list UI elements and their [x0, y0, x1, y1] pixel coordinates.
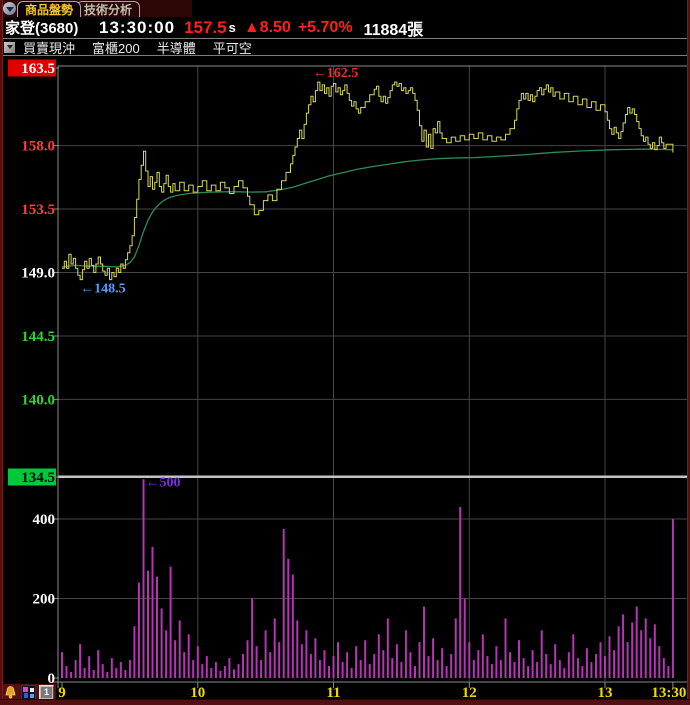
tab-quote[interactable]: 商品盤勢 — [17, 1, 82, 17]
price-tick-label: 144.5 — [21, 329, 55, 345]
chevron-down-icon — [5, 6, 14, 12]
volume-tick-label: 0 — [48, 671, 56, 687]
avg-price-line — [61, 148, 673, 268]
chevron-down-icon — [6, 45, 13, 49]
volume-tick-label: 400 — [33, 512, 56, 528]
page-number-button[interactable]: 1 — [39, 684, 54, 700]
volume-tick-label: 200 — [33, 592, 56, 608]
last-price: 157.5 — [184, 17, 227, 37]
window-border-left — [0, 0, 3, 704]
price-line — [62, 81, 674, 281]
price-tick-label: 163.5 — [21, 61, 55, 77]
total-volume: 11884張 — [363, 21, 424, 39]
category-shortable[interactable]: 平可空 — [212, 40, 252, 56]
tab-technical[interactable]: 技術分析 — [76, 1, 141, 17]
limit-badge — [8, 59, 56, 77]
price-tick-label: 153.5 — [21, 202, 55, 218]
category-dropdown-icon[interactable] — [4, 41, 15, 53]
time-tick-label: 10 — [190, 685, 205, 701]
window-border-bottom — [0, 699, 690, 705]
chart-annotation: ←162.5 — [313, 66, 359, 81]
time-tick-label: 12 — [462, 685, 477, 701]
stock-name[interactable]: 家登(3680) — [5, 20, 79, 37]
tab-bar: 商品盤勢 技術分析 — [0, 0, 690, 17]
page-number: 1 — [41, 686, 52, 698]
time-tick-label: 9 — [58, 685, 66, 701]
mini-grid-icon[interactable] — [21, 684, 36, 700]
status-icon-tray: 1 — [3, 684, 54, 700]
category-semiconductor[interactable]: 半導體 — [156, 40, 196, 56]
price-change: ▲8.50 — [243, 18, 291, 36]
window-border-right — [687, 0, 690, 704]
chart-annotation: ←500 — [146, 475, 181, 490]
category-bar: 買賣現沖 富櫃200 半導體 平可空 — [0, 38, 688, 56]
category-fugui200[interactable]: 富櫃200 — [92, 40, 140, 56]
change-percent: +5.70% — [297, 18, 353, 36]
time-tick-label: 11 — [326, 685, 340, 701]
quote-time: 13:30:00 — [99, 17, 176, 37]
price-tick-label: 149.0 — [21, 266, 55, 282]
price-tick-label: 158.0 — [21, 139, 55, 155]
chart-annotation: ←148.5 — [80, 282, 126, 297]
price-unit: s — [228, 20, 236, 35]
price-tick-label: 134.5 — [21, 470, 55, 486]
window-menu-icon[interactable] — [3, 2, 16, 15]
time-tick-label: 13:30 — [651, 685, 686, 701]
panel-separator — [58, 475, 690, 478]
volume-bars — [61, 479, 674, 679]
limit-badge — [8, 468, 56, 486]
category-daytrade[interactable]: 買賣現沖 — [23, 40, 76, 56]
ticker-row: 家登(3680) 13:30:00 157.5 s ▲8.50 +5.70% 1… — [3, 17, 687, 39]
bell-icon[interactable] — [3, 685, 18, 700]
time-tick-label: 13 — [598, 685, 613, 701]
price-tick-label: 140.0 — [21, 392, 55, 408]
